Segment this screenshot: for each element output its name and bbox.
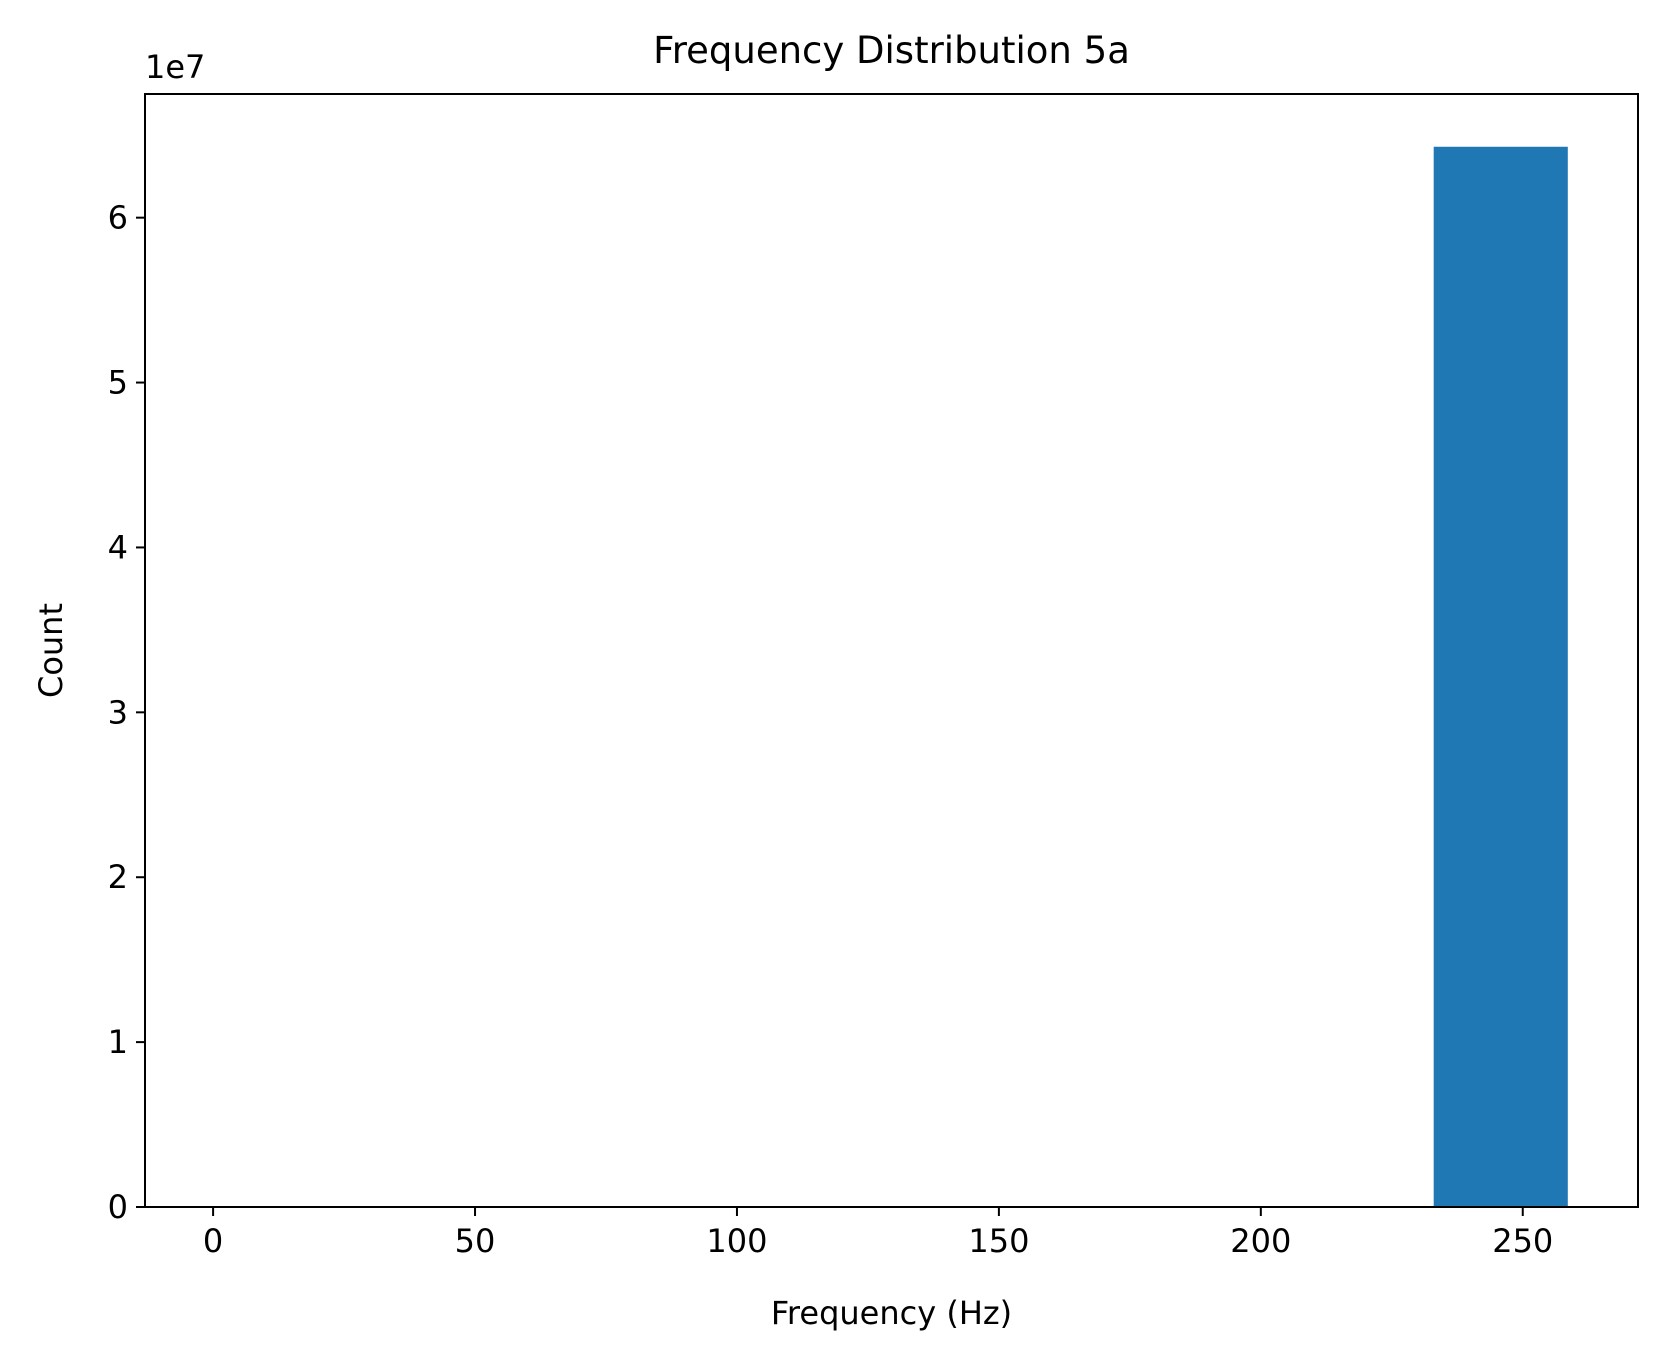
axes-frame bbox=[144, 93, 1639, 1208]
y-axis-offset-label: 1e7 bbox=[145, 48, 205, 86]
y-tick-label: 5 bbox=[108, 364, 128, 402]
histogram-bar bbox=[1433, 146, 1568, 1208]
x-tick-label: 100 bbox=[706, 1222, 767, 1260]
x-tick-label: 200 bbox=[1230, 1222, 1291, 1260]
y-tick-label: 0 bbox=[108, 1188, 128, 1226]
x-tick-label: 150 bbox=[968, 1222, 1029, 1260]
y-tick-label: 6 bbox=[108, 199, 128, 237]
y-axis-ticks: 0 1 2 3 4 5 6 bbox=[108, 199, 145, 1226]
x-axis-ticks: 0 50 100 150 200 250 bbox=[203, 1207, 1553, 1260]
x-tick-label: 0 bbox=[203, 1222, 223, 1260]
x-tick-label: 50 bbox=[455, 1222, 496, 1260]
y-tick-label: 4 bbox=[108, 528, 128, 566]
chart-title: Frequency Distribution 5a bbox=[653, 29, 1130, 72]
y-tick-label: 2 bbox=[108, 858, 128, 896]
x-axis-label: Frequency (Hz) bbox=[771, 1294, 1012, 1332]
y-tick-label: 1 bbox=[108, 1023, 128, 1061]
bars-layer bbox=[1433, 146, 1568, 1208]
x-tick-label: 250 bbox=[1492, 1222, 1553, 1260]
y-axis-label: Count bbox=[32, 603, 70, 698]
y-tick-label: 3 bbox=[108, 693, 128, 731]
